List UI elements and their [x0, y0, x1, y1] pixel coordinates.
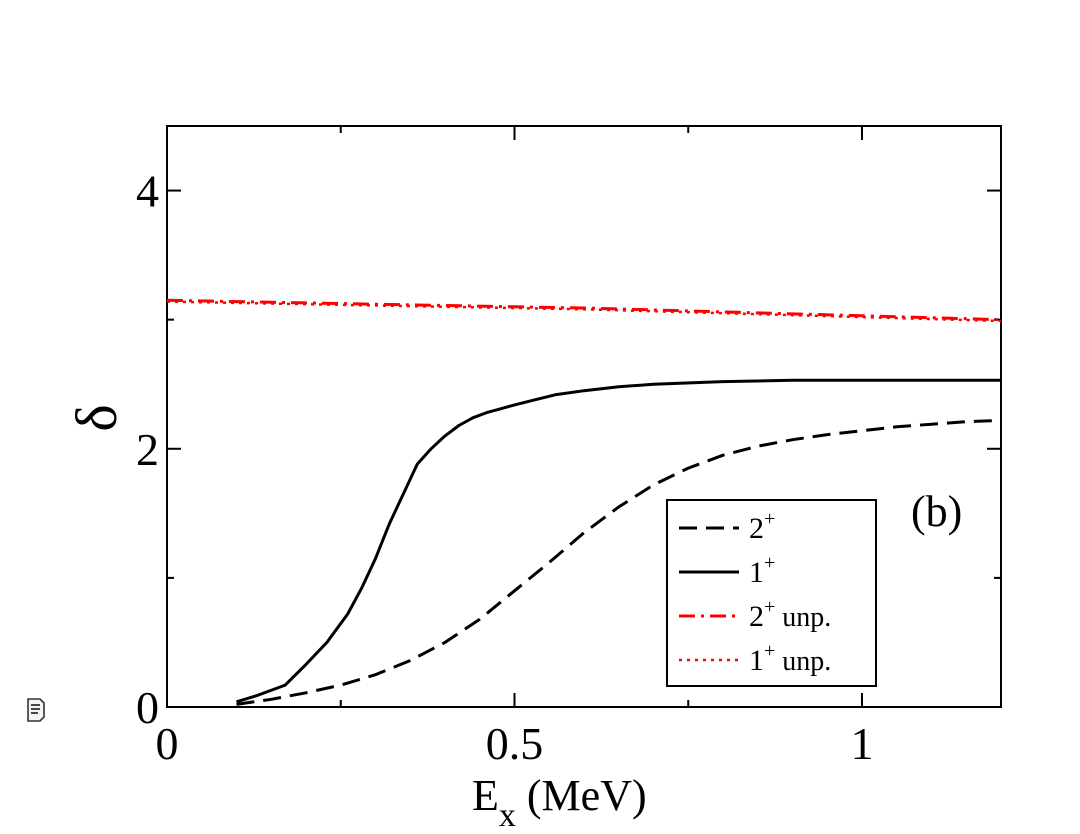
legend-label: 2+: [749, 508, 775, 545]
y-tick-label: 4: [136, 166, 159, 217]
legend-label-base: 2: [749, 600, 764, 633]
series-line-2: [166, 298, 1002, 322]
legend-label-sup: +: [764, 640, 775, 662]
x-tick-label: 0: [156, 718, 179, 769]
legend-label-sup: +: [764, 508, 775, 530]
legend-label-sup: +: [764, 552, 775, 574]
legend-label: 1+ unp.: [749, 640, 831, 677]
series-line-0: [236, 418, 1002, 706]
x-axis-label-main: E: [472, 771, 499, 820]
axis-ticks: 0 0.5 1 0 2 4: [136, 126, 1001, 769]
x-tick-label: 0.5: [486, 718, 544, 769]
x-axis-label-subscript: x: [499, 797, 516, 834]
x-axis-label: Ex (MeV): [472, 771, 647, 834]
series-line-1: [236, 378, 1001, 704]
legend-label-suffix: unp.: [775, 646, 831, 677]
legend-label-base: 1: [749, 644, 764, 677]
y-tick-label: 0: [136, 682, 159, 733]
x-tick-label: 1: [851, 718, 874, 769]
panel-label: (b): [911, 487, 962, 536]
legend-label-base: 2: [749, 512, 764, 545]
legend-box: [666, 499, 877, 687]
x-axis-label-unit: (MeV): [516, 771, 647, 820]
legend-label: 1+: [749, 552, 775, 589]
legend-label-base: 1: [749, 556, 764, 589]
legend-label-suffix: unp.: [775, 602, 831, 633]
y-tick-label: 2: [136, 424, 159, 475]
legend: 2+1+2+ unp.1+ unp.: [666, 499, 877, 687]
note-icon[interactable]: [26, 698, 46, 722]
plot-frame: [166, 125, 1002, 708]
legend-label-sup: +: [764, 596, 775, 618]
series-line-3: [166, 300, 1002, 323]
y-axis-label: δ: [64, 404, 129, 431]
legend-label: 2+ unp.: [749, 596, 831, 633]
series-lines: [166, 298, 1002, 706]
